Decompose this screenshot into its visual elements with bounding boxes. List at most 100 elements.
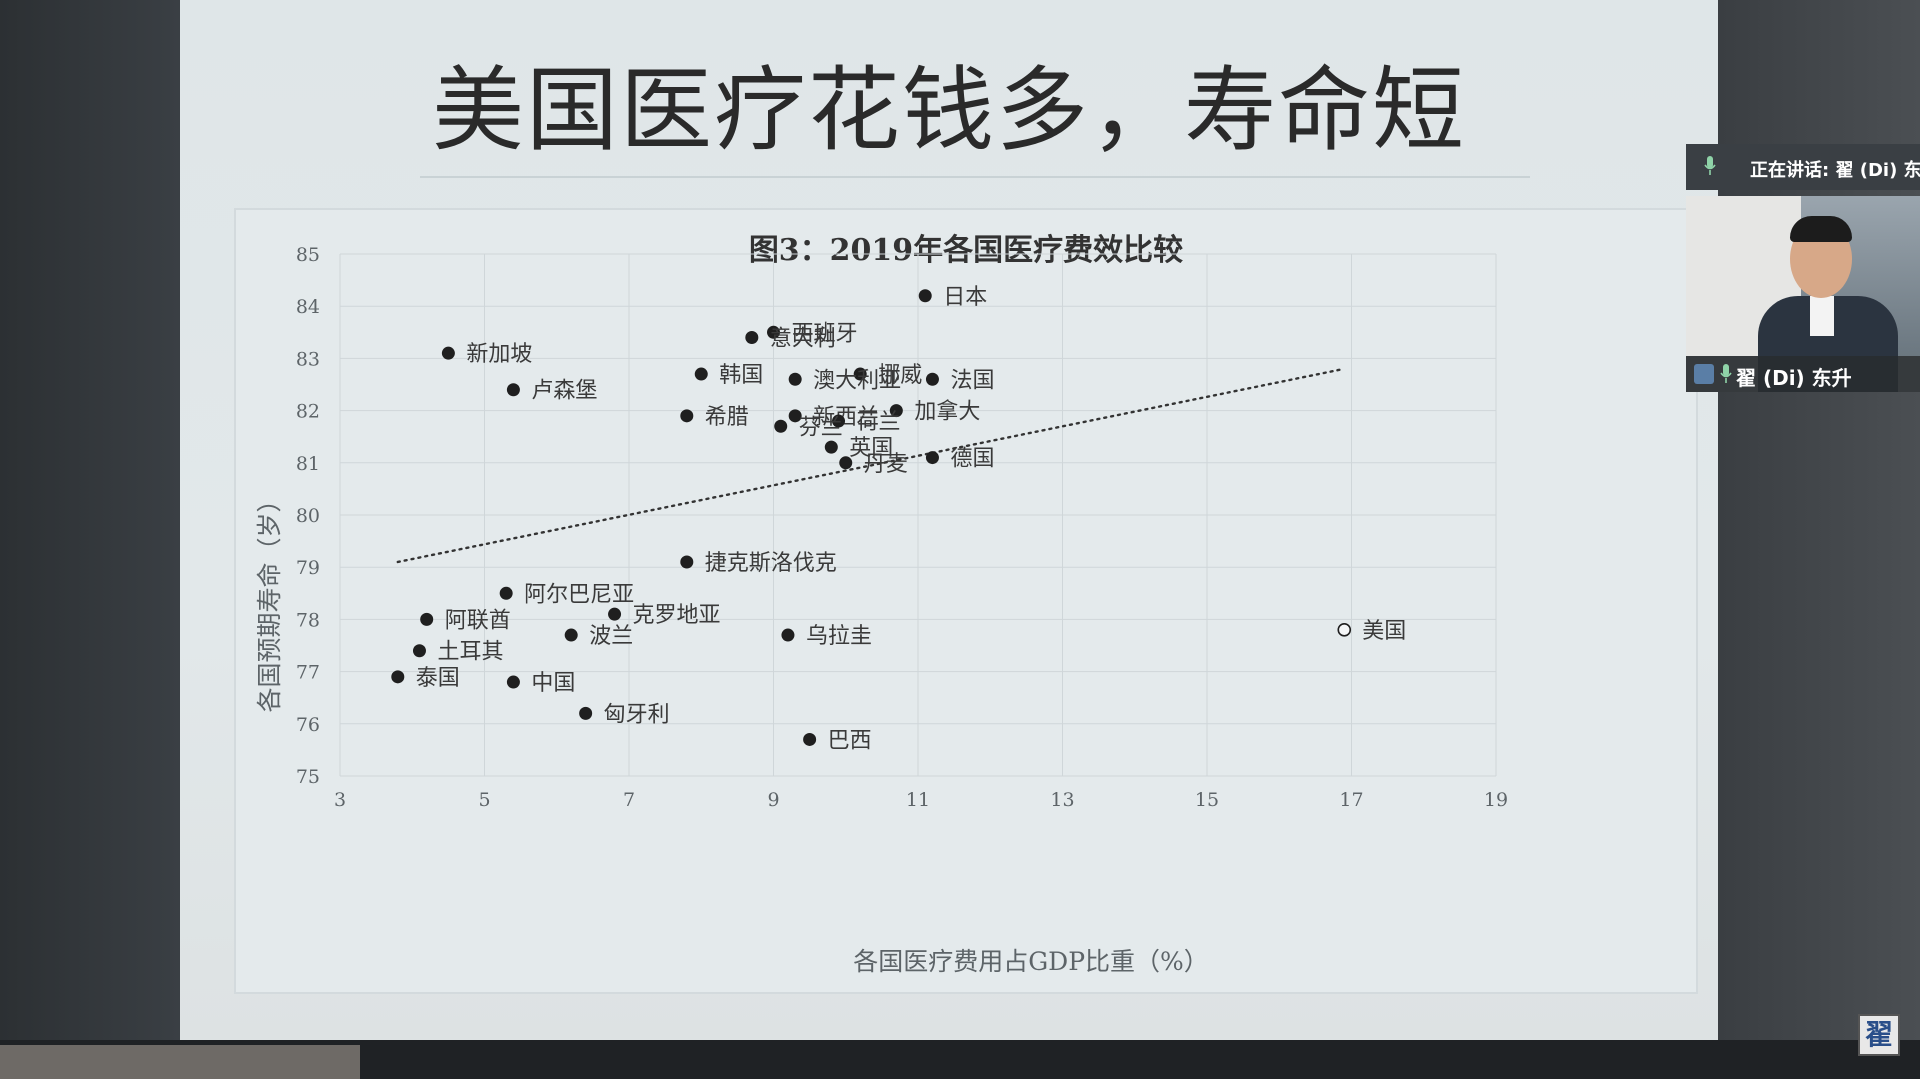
data-point	[803, 732, 817, 746]
chart-title: 图3：2019年各国医疗费效比较	[749, 233, 1183, 268]
data-point-label: 阿尔巴尼亚	[524, 582, 634, 607]
y-tick-label: 84	[296, 296, 320, 318]
data-point-label: 捷克斯洛伐克	[705, 551, 837, 576]
data-point-label: 丹麦	[864, 452, 908, 477]
y-tick-label: 75	[296, 766, 320, 788]
data-point	[839, 456, 853, 470]
data-point-label: 西班牙	[792, 321, 858, 346]
data-point	[506, 675, 520, 689]
data-point-label: 希腊	[705, 405, 749, 430]
data-point-label: 泰国	[416, 666, 460, 691]
data-point-label: 荷兰	[857, 410, 901, 435]
data-point	[441, 346, 455, 360]
background-left	[0, 0, 180, 1079]
participant-video[interactable]: 翟 (Di) 东升	[1686, 196, 1920, 392]
y-tick-label: 80	[296, 505, 320, 527]
microphone-icon	[1720, 364, 1732, 383]
data-point	[853, 367, 867, 381]
active-speaker-text: 正在讲话: 翟 (Di) 东	[1750, 160, 1920, 181]
data-point	[694, 367, 708, 381]
data-point-label: 法国	[950, 368, 994, 393]
data-point	[579, 706, 593, 720]
data-point-label: 新西兰	[813, 405, 879, 430]
data-point-label: 土耳其	[437, 640, 503, 665]
data-point	[824, 440, 838, 454]
data-point-label: 匈牙利	[604, 702, 670, 727]
data-point-label: 韩国	[719, 363, 763, 388]
desk-edge	[0, 1045, 360, 1079]
title-divider	[420, 176, 1530, 178]
data-point	[506, 383, 520, 397]
video-person-shirt	[1810, 296, 1834, 336]
data-point-label: 德国	[950, 447, 994, 472]
data-point-label: 阿联酋	[445, 608, 511, 633]
y-axis-label: 各国预期寿命（岁）	[255, 487, 284, 712]
y-tick-label: 76	[296, 714, 320, 736]
data-point-label: 日本	[943, 285, 987, 310]
data-point-label: 乌拉圭	[806, 624, 872, 649]
x-tick-label: 15	[1195, 789, 1219, 811]
x-tick-label: 11	[906, 789, 930, 811]
data-point-label: 中国	[531, 671, 575, 696]
trendline-group	[396, 367, 1346, 564]
data-point	[608, 607, 622, 621]
app-logo[interactable]: 翟	[1858, 1014, 1900, 1056]
data-point	[680, 409, 694, 423]
x-tick-label: 13	[1050, 789, 1074, 811]
data-point	[788, 372, 802, 386]
data-point-label: 加拿大	[914, 399, 980, 425]
x-tick-label: 17	[1339, 789, 1363, 811]
data-point-label: 新加坡	[466, 342, 532, 367]
data-point	[391, 670, 405, 684]
data-point	[832, 414, 846, 428]
participant-name: 翟 (Di) 东升	[1736, 366, 1852, 390]
x-tick-label: 3	[334, 789, 346, 811]
y-tick-label: 78	[296, 609, 320, 631]
data-point	[499, 586, 513, 600]
data-point	[925, 451, 939, 465]
data-point	[774, 419, 788, 433]
data-point-label: 挪威	[878, 363, 922, 388]
data-point-label: 澳大利亚	[813, 368, 901, 393]
presentation-slide: 美国医疗花钱多，寿命短 图3：2019年各国医疗费效比较 各国医疗费用占GDP比…	[180, 0, 1718, 1040]
data-point	[889, 404, 903, 418]
data-point	[925, 372, 939, 386]
person-icon	[1694, 364, 1714, 384]
y-tick-label: 83	[296, 348, 320, 370]
video-person-hair	[1790, 216, 1852, 242]
data-point-label: 巴西	[828, 728, 872, 753]
data-point	[420, 612, 434, 626]
x-tick-label: 7	[623, 789, 635, 811]
data-point	[412, 644, 426, 658]
chart-frame: 图3：2019年各国医疗费效比较 各国医疗费用占GDP比重（%） 各国预期寿命（…	[234, 208, 1698, 994]
y-tick-label: 77	[296, 662, 320, 684]
data-point-label: 波兰	[589, 624, 633, 649]
data-point	[564, 628, 578, 642]
x-tick-label: 19	[1484, 789, 1508, 811]
y-tick-label: 79	[296, 557, 320, 579]
data-point	[1337, 623, 1352, 637]
data-point-label: 英国	[849, 436, 893, 461]
data-point-label: 卢森堡	[531, 379, 597, 404]
data-point-label: 克罗地亚	[633, 603, 721, 628]
grid	[339, 253, 1497, 777]
x-axis-label: 各国医疗费用占GDP比重（%）	[853, 947, 1209, 976]
data-point	[745, 331, 759, 345]
data-point	[680, 555, 694, 569]
data-point-label: 美国	[1362, 619, 1406, 644]
scatter-chart: 图3：2019年各国医疗费效比较 各国医疗费用占GDP比重（%） 各国预期寿命（…	[255, 233, 1508, 976]
microphone-icon	[1704, 156, 1716, 175]
x-tick-label: 9	[767, 789, 779, 811]
participant-name-bar: 翟 (Di) 东升	[1686, 356, 1920, 392]
y-tick-label: 81	[296, 453, 320, 475]
y-tick-label: 85	[296, 244, 320, 266]
data-point	[767, 325, 780, 339]
data-point-label: 芬兰	[799, 415, 843, 440]
y-tick-label: 82	[296, 401, 320, 423]
data-point-label: 意大利	[770, 327, 836, 352]
trendline	[396, 367, 1346, 564]
active-speaker-bar: 正在讲话: 翟 (Di) 东	[1686, 144, 1920, 190]
x-tick-label: 5	[478, 789, 490, 811]
